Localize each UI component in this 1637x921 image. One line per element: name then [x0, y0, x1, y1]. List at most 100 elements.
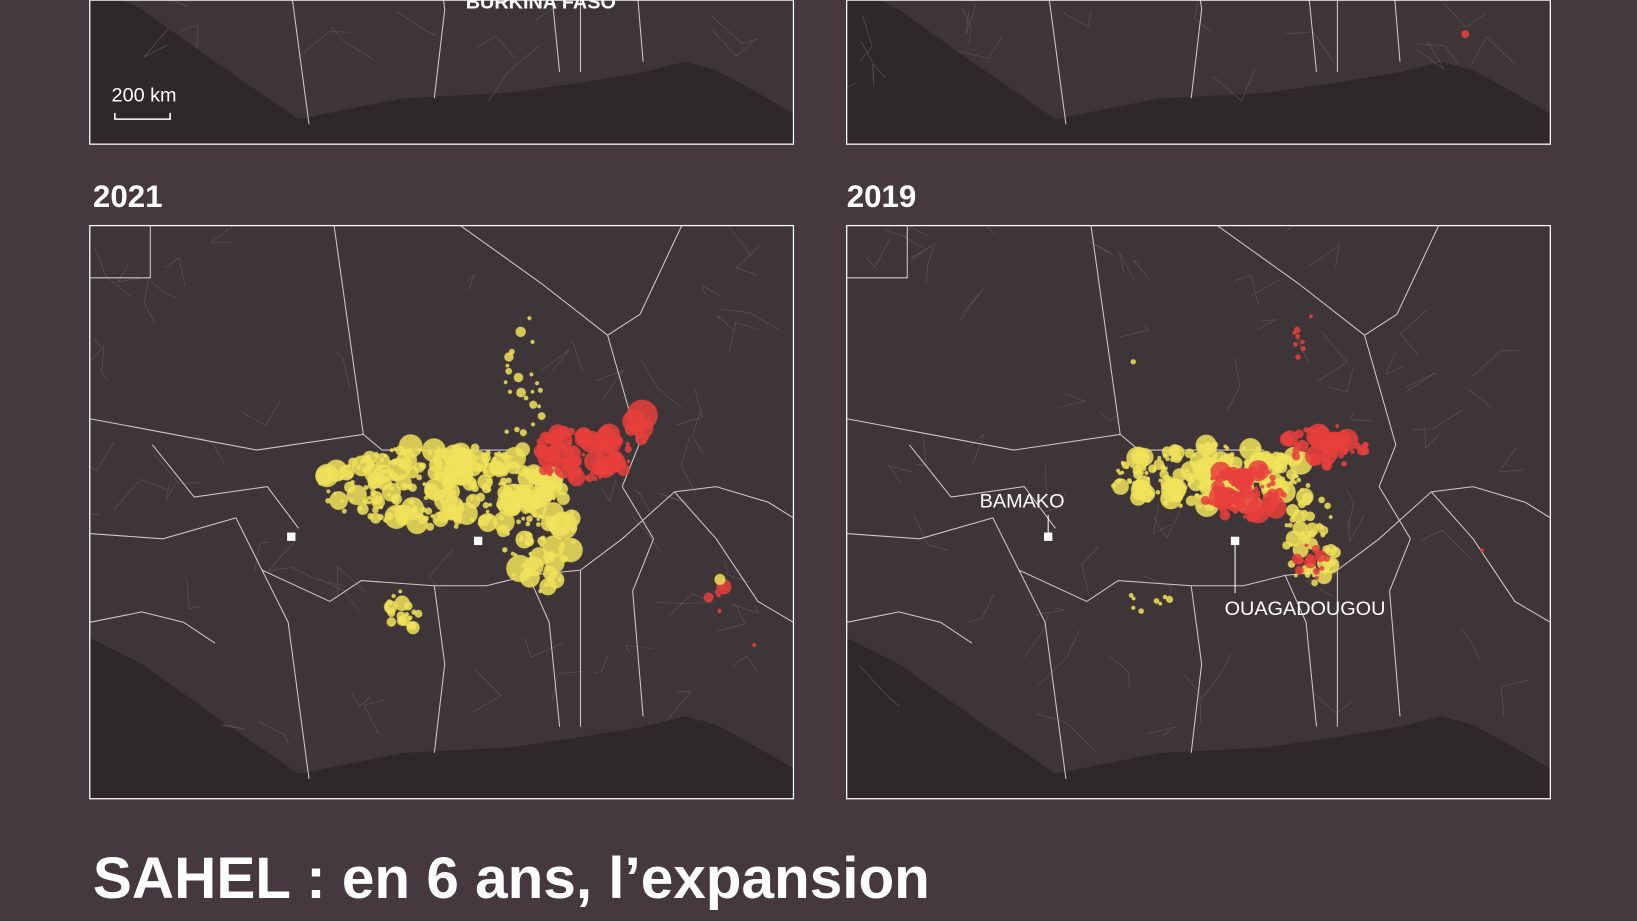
minor-border	[186, 579, 201, 609]
event-dot	[1204, 499, 1209, 504]
map-panel	[89, 225, 794, 799]
event-dot	[521, 516, 526, 521]
event-dot	[417, 447, 423, 452]
event-dot	[580, 430, 587, 437]
minor-border	[1057, 393, 1087, 409]
minor-border	[911, 245, 933, 260]
minor-border	[735, 245, 760, 276]
event-dot	[1305, 482, 1311, 489]
event-dot	[1183, 485, 1188, 490]
event-dot	[530, 570, 535, 576]
event-dot	[717, 608, 722, 614]
country-border	[908, 444, 1056, 529]
event-dot	[533, 444, 548, 459]
event-dot	[1128, 592, 1134, 598]
event-dot	[1294, 565, 1305, 576]
event-dot	[507, 389, 513, 395]
event-dot	[1131, 596, 1136, 601]
map-frame	[89, 224, 795, 800]
minor-border	[150, 281, 177, 299]
event-dot	[1247, 466, 1258, 478]
minor-border	[1256, 319, 1277, 331]
event-dot	[1187, 482, 1192, 487]
event-dot	[566, 440, 572, 446]
event-dot	[1320, 532, 1326, 538]
event-dot	[1314, 575, 1320, 581]
event-dot	[1171, 491, 1184, 503]
minor-border	[267, 540, 296, 572]
event-dot	[522, 466, 527, 472]
event-dot	[553, 458, 574, 479]
event-dot	[1303, 555, 1317, 569]
event-dot	[416, 474, 423, 481]
minor-border	[710, 15, 759, 45]
country-border	[607, 335, 654, 540]
event-dot	[1143, 462, 1149, 467]
event-dot	[1242, 514, 1248, 519]
event-dot	[566, 427, 576, 436]
event-dot	[1265, 497, 1287, 519]
event-dot	[536, 404, 542, 409]
event-dot	[1165, 595, 1174, 604]
minor-border	[1418, 529, 1472, 560]
minor-border	[1119, 324, 1149, 338]
minor-border	[422, 496, 433, 504]
event-dot	[1152, 467, 1157, 472]
event-dot	[547, 497, 552, 502]
event-dot	[510, 551, 516, 557]
event-dot	[406, 623, 413, 630]
event-dot	[485, 509, 490, 514]
event-dot	[326, 489, 331, 494]
event-dot	[341, 508, 347, 514]
event-dot	[561, 431, 566, 436]
event-dot	[447, 493, 452, 499]
event-dot	[570, 510, 575, 515]
minor-border	[1399, 310, 1427, 355]
ocean	[89, 0, 794, 145]
event-dot	[1140, 455, 1149, 463]
minor-border	[396, 11, 437, 36]
minor-border	[1037, 713, 1096, 751]
event-dot	[1132, 459, 1137, 464]
country-border	[637, 0, 644, 62]
event-dot	[549, 468, 555, 474]
event-dot	[1305, 522, 1320, 537]
minor-border	[179, 24, 198, 49]
event-dot	[592, 475, 598, 482]
event-dot	[379, 457, 385, 463]
minor-border	[888, 464, 913, 484]
country-border	[433, 0, 446, 99]
city-marker	[1044, 532, 1053, 541]
minor-border	[1043, 491, 1067, 513]
event-dot	[1229, 451, 1235, 458]
event-dot	[356, 503, 369, 516]
event-dot	[519, 428, 528, 437]
country-border	[1430, 491, 1551, 623]
event-dot	[393, 446, 398, 452]
minor-border	[363, 699, 385, 735]
event-dot	[370, 512, 382, 524]
event-dot	[1145, 476, 1151, 481]
minor-border	[297, 31, 353, 58]
event-dot	[1318, 496, 1326, 504]
event-dot	[1284, 522, 1290, 528]
event-dot	[414, 609, 423, 618]
minor-border	[633, 489, 651, 514]
minor-border	[1500, 679, 1529, 718]
event-dot	[1145, 496, 1152, 503]
event-dot	[475, 492, 486, 502]
event-dot	[542, 566, 558, 581]
minor-border	[1460, 628, 1480, 659]
event-dot	[511, 503, 520, 512]
minor-border	[1412, 410, 1463, 430]
event-dot	[1338, 453, 1345, 459]
event-dot	[1360, 446, 1370, 456]
event-dot	[1289, 516, 1296, 523]
minor-border	[1099, 412, 1117, 421]
event-dot	[486, 477, 493, 485]
event-dot	[716, 592, 722, 598]
country-border	[1389, 538, 1411, 717]
minor-border	[1045, 464, 1048, 500]
country-border	[291, 0, 310, 125]
country-border	[632, 538, 655, 717]
